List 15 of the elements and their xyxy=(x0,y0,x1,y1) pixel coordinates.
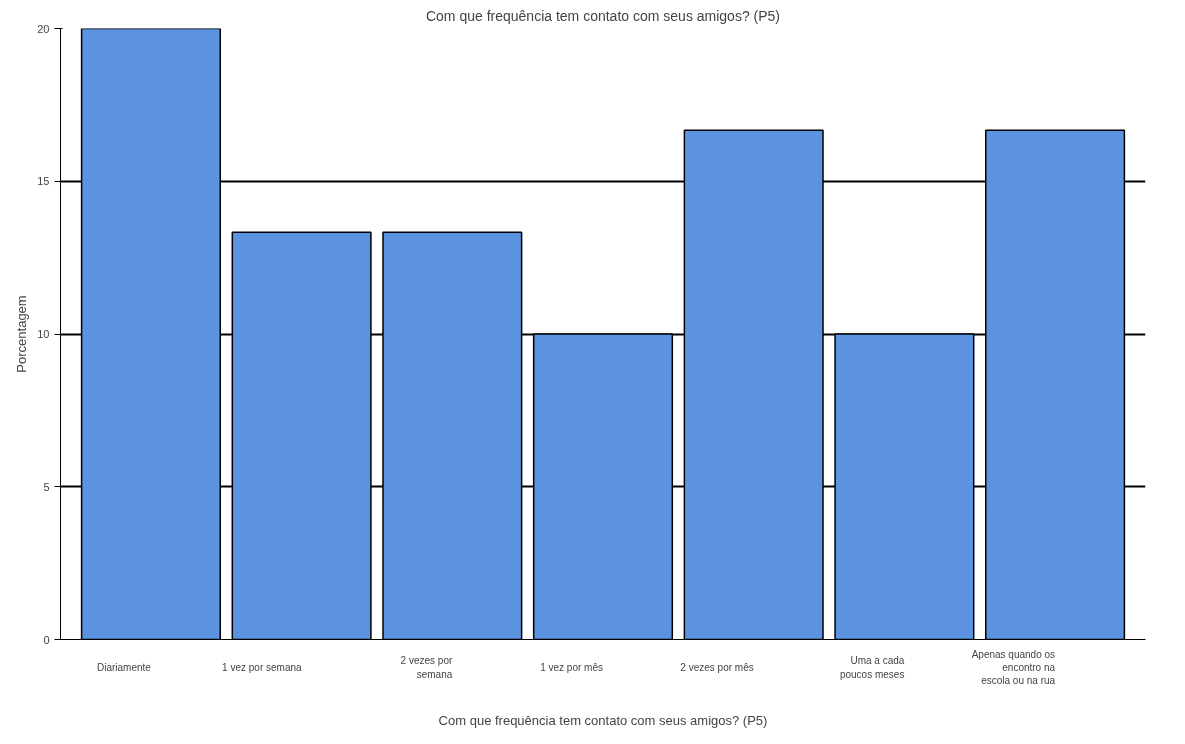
x-tick-label: 1 vez por semana xyxy=(222,662,303,673)
y-tick-label: 20 xyxy=(37,22,50,35)
chart-title: Com que frequência tem contato com seus amigos? (P5) xyxy=(425,7,781,24)
x-tick-label: 2 vezes por semana xyxy=(400,655,453,680)
x-axis-title: Com que frequência tem contato com seus amigos? (P5) xyxy=(438,712,768,728)
x-tick-label: Apenas quando os encontro na escola ou na rua xyxy=(971,648,1056,687)
y-tick-label: 5 xyxy=(43,480,50,493)
y-tick-label: 0 xyxy=(43,633,50,646)
x-tick-label: 1 vez por mês xyxy=(540,662,604,673)
x-tick-label: Diariamente xyxy=(97,662,152,673)
x-tick-label: 2 vezes por mês xyxy=(680,662,754,673)
y-tick-label: 10 xyxy=(37,328,50,340)
x-tick-label: Uma a cada poucos meses xyxy=(839,655,905,680)
y-tick-label: 15 xyxy=(37,175,50,188)
y-axis-title: Porcentagem xyxy=(14,295,30,373)
